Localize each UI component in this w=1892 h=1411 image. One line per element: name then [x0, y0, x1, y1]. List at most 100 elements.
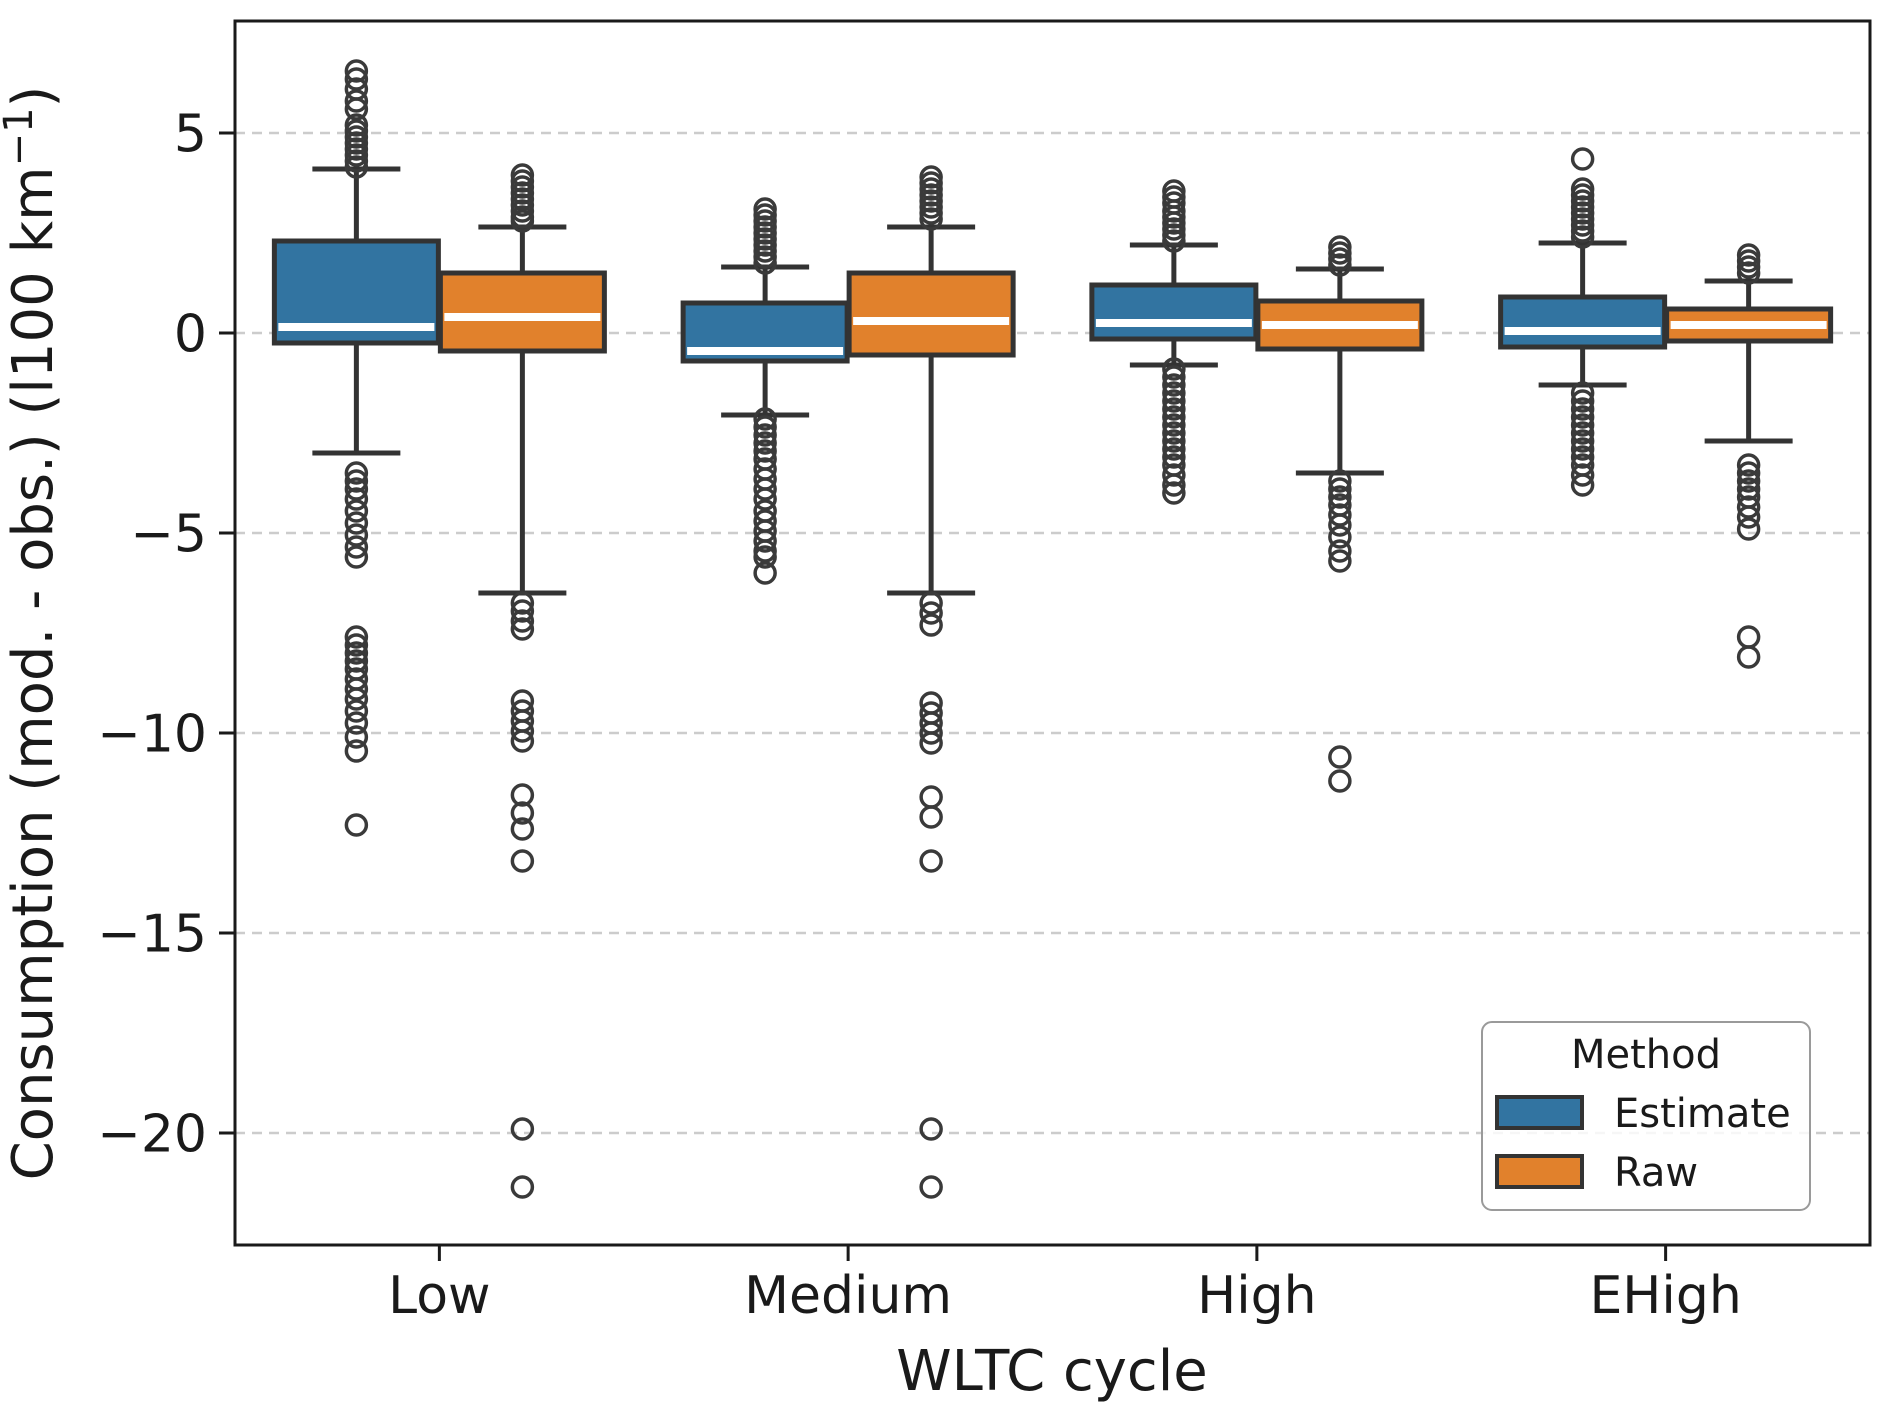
box-raw-medium [846, 270, 1016, 358]
box-raw-low [437, 270, 607, 354]
outlier-point-raw-ehigh [1736, 625, 1761, 649]
outlier-point-estimate-ehigh [1570, 473, 1595, 497]
outlier-point-estimate-low [344, 523, 369, 547]
outlier-point-raw-medium [919, 1175, 943, 1199]
outlier-point-estimate-ehigh [1570, 429, 1595, 453]
outlier-point-estimate-ehigh [1570, 147, 1595, 171]
outlier-point-raw-low [510, 617, 535, 641]
outlier-point-estimate-ehigh [1570, 381, 1595, 405]
outlier-point-estimate-medium [753, 545, 777, 569]
outlier-point-raw-ehigh [1736, 517, 1761, 541]
outlier-point-raw-low [510, 1117, 535, 1141]
outlier-point-raw-medium [919, 613, 943, 637]
outlier-point-raw-high [1328, 513, 1352, 537]
outlier-point-estimate-low [344, 649, 369, 673]
outlier-point-raw-medium [919, 805, 943, 829]
outlier-point-estimate-ehigh [1570, 389, 1595, 413]
outlier-point-estimate-low [344, 155, 369, 179]
y-tick-label--15: −15 [97, 905, 207, 965]
outlier-point-estimate-medium [753, 415, 777, 439]
x-axis-title: WLTC cycle [896, 1339, 1207, 1404]
y-tick-label-0: 0 [174, 305, 207, 365]
outlier-point-estimate-high [1162, 373, 1186, 397]
outlier-point-estimate-low [344, 813, 369, 837]
outlier-point-estimate-low [344, 511, 369, 535]
outlier-point-estimate-low [344, 625, 369, 649]
outlier-point-raw-low [510, 719, 535, 743]
outlier-point-estimate-ehigh [1570, 437, 1595, 461]
outlier-point-estimate-medium [753, 431, 777, 455]
x-tick-label-high: High [1197, 1266, 1317, 1326]
outlier-point-estimate-medium [753, 561, 777, 585]
outlier-point-raw-low [510, 609, 535, 633]
outlier-point-estimate-ehigh [1570, 445, 1595, 469]
outlier-point-raw-high [1328, 525, 1352, 549]
plot-frame [233, 19, 1872, 1247]
outlier-point-raw-high [1328, 469, 1352, 493]
y-tick-label--10: −10 [97, 705, 207, 765]
outlier-point-raw-low [510, 599, 535, 623]
outlier-point-raw-medium [919, 591, 943, 615]
outlier-point-estimate-low [344, 469, 369, 493]
outlier-point-raw-medium [919, 207, 943, 231]
outlier-point-raw-medium [919, 731, 943, 755]
outlier-point-raw-low [510, 729, 535, 753]
outlier-point-estimate-high [1162, 437, 1186, 461]
y-axis-title-superscript: −1 [0, 107, 42, 166]
outlier-point-estimate-ehigh [1570, 397, 1595, 421]
outlier-point-estimate-low [344, 641, 369, 665]
y-tick-label--20: −20 [97, 1105, 207, 1165]
outlier-point-estimate-medium [753, 487, 777, 511]
outlier-point-estimate-high [1162, 397, 1186, 421]
outlier-point-estimate-ehigh [1570, 421, 1595, 445]
legend-label-estimate: Estimate [1614, 1091, 1791, 1137]
outlier-point-estimate-low [344, 677, 369, 701]
outlier-point-estimate-high [1162, 481, 1186, 505]
outlier-point-estimate-medium [753, 529, 777, 553]
y-tick-label--5: −5 [130, 505, 207, 565]
outlier-point-raw-low [510, 849, 535, 873]
legend-label-raw: Raw [1614, 1150, 1698, 1196]
legend-title: Method [1571, 1032, 1721, 1078]
legend: Method Estimate Raw [1481, 1021, 1811, 1211]
outlier-point-estimate-low [344, 687, 369, 711]
outlier-point-estimate-high [1162, 413, 1186, 437]
outlier-point-estimate-low [344, 461, 369, 485]
outlier-point-raw-medium [919, 1117, 943, 1141]
outlier-point-raw-ehigh [1736, 645, 1761, 669]
outlier-point-estimate-high [1162, 229, 1186, 253]
outlier-point-estimate-low [344, 699, 369, 723]
outlier-point-estimate-ehigh [1570, 405, 1595, 429]
legend-swatch-estimate [1495, 1095, 1584, 1130]
outlier-point-estimate-high [1162, 381, 1186, 405]
outlier-point-estimate-medium [753, 477, 777, 501]
outlier-point-estimate-high [1162, 357, 1186, 381]
outlier-point-estimate-medium [753, 423, 777, 447]
outlier-point-estimate-low [344, 535, 369, 559]
outlier-point-raw-high [1328, 769, 1352, 793]
outlier-point-raw-ehigh [1736, 505, 1761, 529]
outlier-point-estimate-low [344, 739, 369, 763]
outlier-point-raw-high [1328, 477, 1352, 501]
outlier-point-estimate-high [1162, 421, 1186, 445]
outlier-point-raw-ehigh [1736, 495, 1761, 519]
outlier-point-raw-high [1328, 485, 1352, 509]
outlier-point-estimate-low [344, 711, 369, 735]
outlier-point-raw-low [510, 1175, 535, 1199]
outlier-point-estimate-high [1162, 473, 1186, 497]
outlier-point-estimate-low [344, 59, 369, 83]
outlier-point-raw-low [510, 209, 535, 233]
outlier-point-raw-ehigh [1736, 469, 1761, 493]
outlier-point-estimate-low [344, 633, 369, 657]
boxes-layer [271, 59, 1834, 1199]
outlier-point-raw-ehigh [1736, 261, 1761, 285]
outlier-point-raw-low [510, 591, 535, 615]
outlier-point-raw-high [1328, 549, 1352, 573]
outlier-point-raw-ehigh [1736, 461, 1761, 485]
outlier-point-raw-high [1328, 539, 1352, 563]
outlier-point-raw-ehigh [1736, 453, 1761, 477]
outlier-point-estimate-ehigh [1570, 413, 1595, 437]
y-axis-title-main: Consumption (mod. - obs.) (l100 km [1, 166, 66, 1180]
